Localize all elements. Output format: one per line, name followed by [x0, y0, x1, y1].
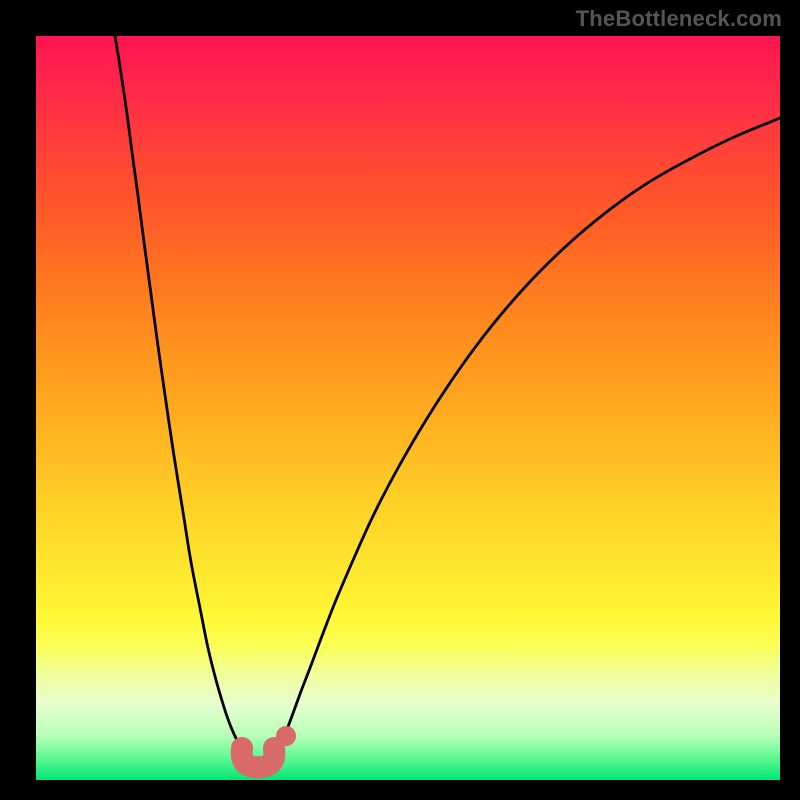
- stage: TheBottleneck.com: [0, 0, 800, 800]
- left-curve: [115, 36, 243, 750]
- bottom-nub: [242, 748, 275, 767]
- bottom-nub-dot: [276, 726, 296, 746]
- bottleneck-curves: [36, 36, 780, 780]
- right-curve: [282, 118, 780, 742]
- watermark: TheBottleneck.com: [576, 6, 782, 32]
- plot-area: [36, 36, 780, 780]
